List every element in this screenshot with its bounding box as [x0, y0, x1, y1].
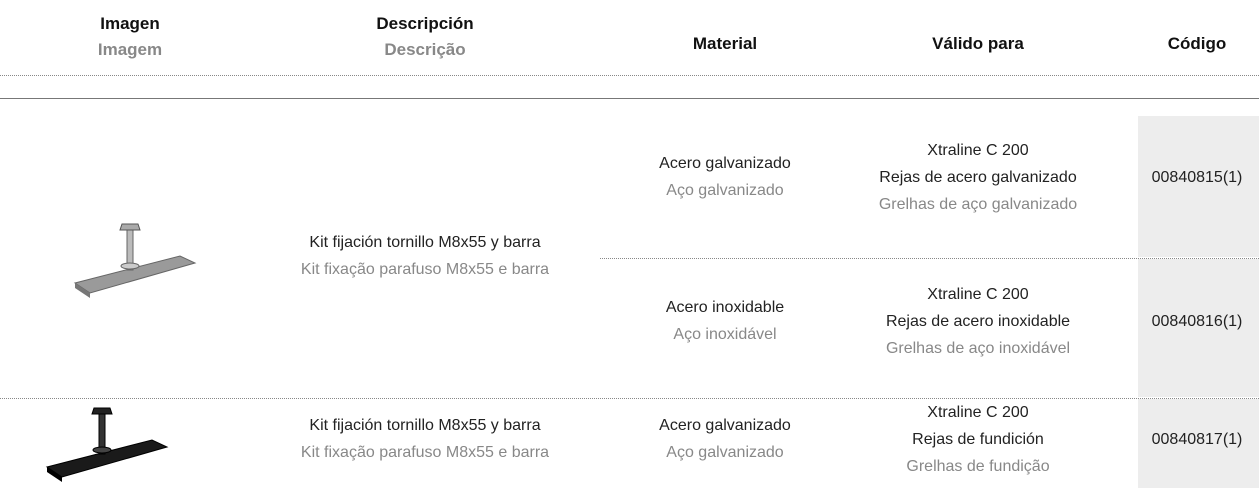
material-pt: Aço galvanizado — [666, 444, 784, 461]
header: Material — [692, 34, 758, 53]
valid-es: Rejas de fundición — [912, 431, 1044, 448]
code: 00840815(1) — [1151, 169, 1243, 186]
valid-pt: Grelhas de aço galvanizado — [878, 196, 1078, 213]
description-pt: Kit fixação parafuso M8x55 e barra — [300, 444, 550, 461]
valid-es: Rejas de acero inoxidable — [885, 313, 1071, 330]
code-cell — [1138, 259, 1259, 397]
header-pt: Imagem — [97, 40, 163, 59]
code-cell — [1138, 399, 1259, 488]
product-image — [45, 407, 169, 482]
description-pt: Kit fixação parafuso M8x55 e barra — [300, 261, 550, 278]
row-rule — [0, 398, 1259, 399]
variant-rule — [600, 258, 1259, 259]
header-es: Imagen — [100, 14, 160, 33]
material-pt: Aço inoxidável — [673, 326, 777, 343]
material-es: Acero galvanizado — [659, 417, 791, 434]
valid-es: Rejas de acero galvanizado — [879, 169, 1077, 186]
table-rule — [0, 98, 1259, 99]
header-es: Descripción — [376, 14, 474, 33]
code-cell — [1138, 116, 1259, 257]
valid-model: Xtraline C 200 — [927, 286, 1029, 303]
valid-model: Xtraline C 200 — [927, 404, 1029, 421]
valid-pt: Grelhas de aço inoxidável — [885, 340, 1071, 357]
description-es: Kit fijación tornillo M8x55 y barra — [309, 417, 541, 434]
valid-pt: Grelhas de fundição — [906, 458, 1050, 475]
code: 00840816(1) — [1151, 313, 1243, 330]
header: Válido para — [932, 34, 1024, 53]
description-es: Kit fijación tornillo M8x55 y barra — [309, 234, 541, 251]
header-rule — [0, 75, 1259, 76]
header: Código — [1167, 34, 1227, 53]
product-image — [73, 223, 197, 298]
valid-model: Xtraline C 200 — [927, 142, 1029, 159]
material-es: Acero galvanizado — [659, 155, 791, 172]
material-es: Acero inoxidable — [665, 299, 785, 316]
header-pt: Descrição — [384, 40, 466, 59]
material-pt: Aço galvanizado — [666, 182, 784, 199]
code: 00840817(1) — [1151, 431, 1243, 448]
